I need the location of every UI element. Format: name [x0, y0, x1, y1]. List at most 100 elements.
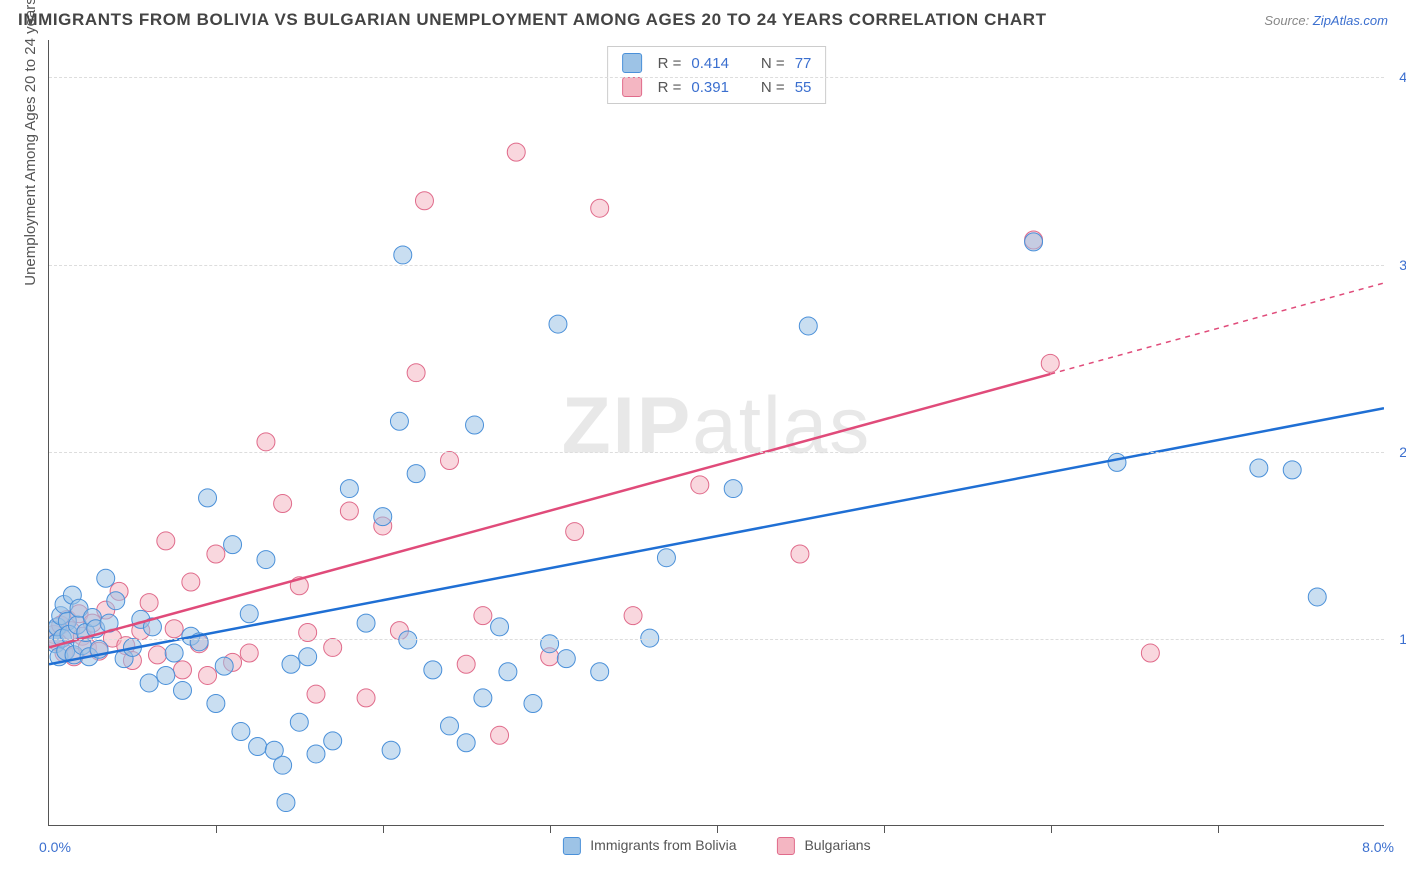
gridline: [49, 77, 1384, 78]
trend-line: [49, 408, 1384, 664]
data-point: [90, 642, 108, 660]
data-point: [165, 620, 183, 638]
data-point: [282, 655, 300, 673]
data-point: [357, 614, 375, 632]
y-axis-title: Unemployment Among Ages 20 to 24 years: [22, 0, 39, 286]
data-point: [691, 476, 709, 494]
data-point: [290, 577, 308, 595]
legend-item-bolivia: Immigrants from Bolivia: [562, 837, 736, 855]
source-attribution: Source: ZipAtlas.com: [1264, 13, 1388, 28]
x-tick: [1051, 825, 1052, 833]
data-point: [199, 489, 217, 507]
source-link[interactable]: ZipAtlas.com: [1313, 13, 1388, 28]
data-point: [415, 192, 433, 210]
data-point: [68, 616, 86, 634]
x-tick: [383, 825, 384, 833]
data-point: [457, 655, 475, 673]
data-point: [65, 646, 83, 664]
y-tick-label: 10.0%: [1399, 631, 1406, 647]
data-point: [307, 745, 325, 763]
data-point: [791, 545, 809, 563]
data-point: [49, 635, 65, 653]
data-point: [541, 635, 559, 653]
x-axis-min-label: 0.0%: [39, 839, 71, 855]
data-point: [566, 523, 584, 541]
data-point: [63, 586, 81, 604]
data-point: [55, 644, 73, 662]
data-point: [1250, 459, 1268, 477]
source-label: Source:: [1264, 13, 1309, 28]
data-point: [724, 480, 742, 498]
swatch-bolivia-stats: [622, 53, 642, 73]
data-point: [140, 594, 158, 612]
data-point: [83, 614, 101, 632]
data-point: [340, 502, 358, 520]
data-point: [207, 695, 225, 713]
stats-box: R = 0.414 N = 77 R = 0.391 N = 55: [607, 46, 827, 104]
trend-line: [49, 374, 1050, 647]
data-point: [374, 508, 392, 526]
data-point: [390, 412, 408, 430]
data-point: [100, 614, 118, 632]
data-point: [148, 646, 166, 664]
chart-svg: [49, 40, 1384, 825]
data-point: [277, 794, 295, 812]
data-point: [1108, 453, 1126, 471]
x-tick: [216, 825, 217, 833]
data-point: [290, 713, 308, 731]
data-point: [1041, 354, 1059, 372]
data-point: [132, 610, 150, 628]
data-point: [70, 599, 88, 617]
y-tick-label: 30.0%: [1399, 257, 1406, 273]
swatch-bulgarians: [777, 837, 795, 855]
data-point: [257, 551, 275, 569]
x-tick: [1218, 825, 1219, 833]
data-point: [174, 681, 192, 699]
data-point: [70, 605, 88, 623]
data-point: [274, 756, 292, 774]
r-label-b: R =: [658, 79, 682, 96]
data-point: [399, 631, 417, 649]
data-point: [549, 315, 567, 333]
data-point: [157, 532, 175, 550]
data-point: [474, 689, 492, 707]
data-point: [541, 648, 559, 666]
watermark: ZIPatlas: [562, 379, 871, 471]
data-point: [474, 607, 492, 625]
data-point: [324, 638, 342, 656]
data-point: [407, 465, 425, 483]
data-point: [58, 610, 76, 628]
data-point: [49, 633, 66, 651]
n-value-a: 77: [795, 55, 812, 72]
n-value-b: 55: [795, 79, 812, 96]
data-point: [97, 601, 115, 619]
gridline: [49, 452, 1384, 453]
data-point: [557, 650, 575, 668]
data-point: [591, 663, 609, 681]
data-point: [224, 653, 242, 671]
gridline: [49, 265, 1384, 266]
data-point: [157, 666, 175, 684]
data-point: [1283, 461, 1301, 479]
data-point: [799, 317, 817, 335]
data-point: [110, 582, 128, 600]
data-point: [115, 650, 133, 668]
data-point: [591, 199, 609, 217]
data-point: [73, 627, 91, 645]
data-point: [491, 618, 509, 636]
data-point: [1308, 588, 1326, 606]
data-point: [143, 618, 161, 636]
data-point: [441, 717, 459, 735]
data-point: [240, 605, 258, 623]
data-point: [394, 246, 412, 264]
data-point: [491, 726, 509, 744]
data-point: [57, 642, 75, 660]
data-point: [524, 695, 542, 713]
legend-item-bulgarians: Bulgarians: [777, 837, 871, 855]
data-point: [190, 635, 208, 653]
data-point: [299, 648, 317, 666]
data-point: [307, 685, 325, 703]
data-point: [80, 648, 98, 666]
data-point: [58, 612, 76, 630]
data-point: [390, 622, 408, 640]
